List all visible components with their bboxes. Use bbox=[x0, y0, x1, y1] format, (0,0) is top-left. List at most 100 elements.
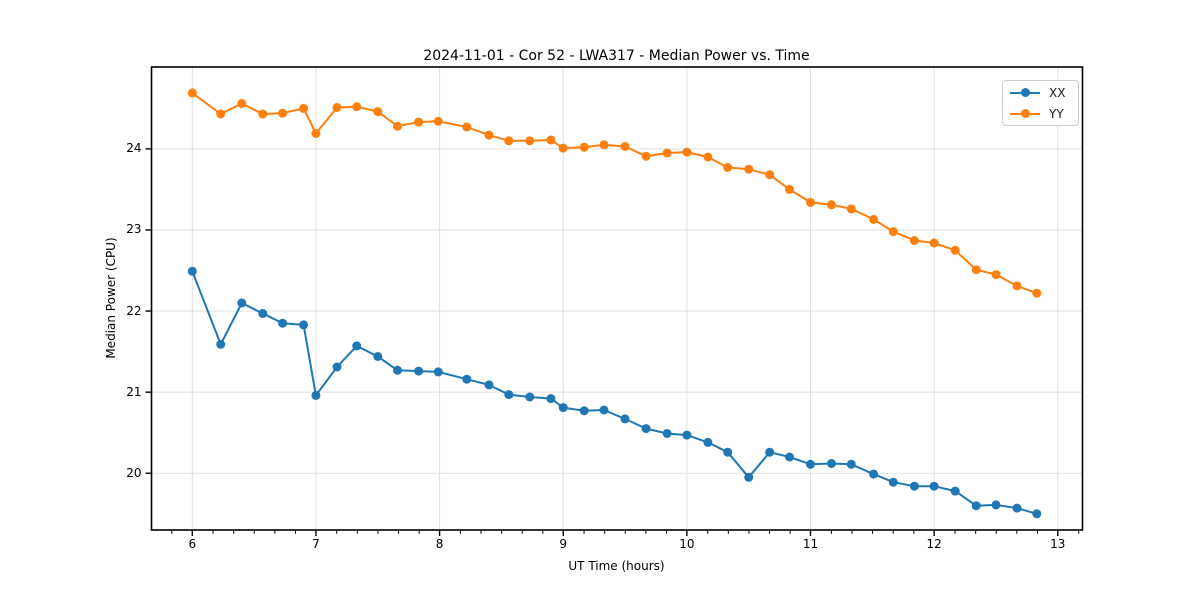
legend: XX YY bbox=[1002, 80, 1079, 126]
series-point-yy bbox=[311, 129, 321, 138]
series-point-yy bbox=[641, 151, 651, 161]
series-point-yy bbox=[462, 122, 472, 132]
y-tick-label: 22 bbox=[126, 303, 142, 318]
series-point-xx bbox=[599, 405, 609, 415]
series-point-yy bbox=[558, 143, 568, 153]
series-point-yy bbox=[827, 200, 836, 210]
series-point-yy bbox=[414, 117, 424, 127]
series-point-xx bbox=[258, 309, 268, 318]
series-point-xx bbox=[216, 339, 226, 349]
series-point-yy bbox=[703, 152, 713, 162]
series-point-xx bbox=[723, 447, 733, 457]
x-tick-label: 10 bbox=[679, 537, 695, 551]
series-point-xx bbox=[909, 481, 919, 491]
series-point-yy bbox=[1012, 281, 1022, 291]
legend-label-xx: XX bbox=[1049, 85, 1066, 100]
x-tick-label: 13 bbox=[1050, 537, 1066, 551]
x-tick-label: 7 bbox=[312, 537, 320, 551]
x-tick-label: 12 bbox=[926, 537, 942, 551]
x-tick-label: 6 bbox=[188, 537, 197, 551]
series-point-xx bbox=[352, 341, 362, 351]
series-point-xx bbox=[558, 403, 568, 413]
series-point-yy bbox=[216, 109, 226, 119]
series-point-yy bbox=[682, 147, 692, 157]
series-point-yy bbox=[332, 103, 342, 112]
series-point-yy bbox=[546, 135, 556, 145]
series-point-yy bbox=[929, 238, 939, 248]
axes-frame bbox=[150, 66, 1084, 531]
series-point-xx bbox=[373, 352, 383, 361]
series-point-yy bbox=[525, 136, 535, 146]
series-point-yy bbox=[846, 204, 856, 214]
x-tick-label: 11 bbox=[802, 537, 819, 551]
series-point-xx bbox=[187, 266, 197, 276]
series-point-xx bbox=[278, 318, 288, 328]
series-point-yy bbox=[991, 270, 1001, 280]
series-point-yy bbox=[806, 197, 815, 207]
series-point-yy bbox=[237, 99, 247, 108]
series-point-xx bbox=[703, 437, 713, 447]
series-line-yy bbox=[191, 91, 1038, 295]
series-point-xx bbox=[1032, 509, 1042, 519]
series-point-yy bbox=[393, 121, 402, 131]
series-point-yy bbox=[785, 184, 794, 194]
legend-item-xx: XX bbox=[1010, 85, 1072, 101]
series-point-yy bbox=[299, 103, 309, 113]
series-point-xx bbox=[504, 390, 514, 400]
series-point-yy bbox=[909, 236, 919, 245]
series-point-xx bbox=[484, 380, 494, 390]
series-point-yy bbox=[278, 108, 288, 118]
series-point-xx bbox=[546, 394, 556, 404]
series-point-yy bbox=[765, 170, 775, 180]
series-point-yy bbox=[484, 130, 494, 140]
series-point-xx bbox=[641, 424, 651, 434]
series-point-yy bbox=[662, 148, 672, 158]
series-point-xx bbox=[929, 481, 939, 491]
series-point-yy bbox=[869, 214, 879, 224]
y-tick-label: 21 bbox=[126, 384, 142, 399]
series-point-xx bbox=[950, 486, 960, 496]
series-point-xx bbox=[971, 501, 981, 511]
series-point-yy bbox=[373, 107, 383, 117]
series-point-yy bbox=[950, 245, 960, 255]
series-point-xx bbox=[414, 366, 424, 376]
series-point-xx bbox=[1012, 503, 1022, 513]
series-point-xx bbox=[846, 459, 856, 469]
series-point-xx bbox=[682, 430, 692, 440]
series-point-xx bbox=[662, 429, 672, 438]
series-point-xx bbox=[620, 414, 630, 424]
chart-title: 2024-11-01 - Cor 52 - LWA317 - Median Po… bbox=[423, 48, 810, 64]
series-point-yy bbox=[579, 142, 589, 152]
series-point-xx bbox=[888, 477, 898, 487]
series-point-xx bbox=[237, 298, 247, 308]
series-point-xx bbox=[462, 374, 472, 384]
series-point-xx bbox=[744, 472, 754, 482]
series-point-yy bbox=[744, 164, 754, 174]
series-point-yy bbox=[258, 109, 268, 119]
series-point-yy bbox=[352, 102, 362, 112]
series-point-xx bbox=[991, 500, 1001, 510]
series-point-yy bbox=[504, 136, 514, 146]
series-point-yy bbox=[187, 88, 197, 98]
series-point-xx bbox=[785, 452, 794, 462]
legend-label-yy: YY bbox=[1049, 106, 1064, 121]
legend-marker-xx-icon bbox=[1010, 85, 1040, 101]
series-point-xx bbox=[806, 459, 815, 469]
series-point-yy bbox=[888, 227, 898, 237]
series-point-xx bbox=[765, 447, 775, 457]
y-tick-label: 23 bbox=[126, 222, 142, 237]
series-point-yy bbox=[433, 116, 443, 126]
series-point-xx bbox=[869, 469, 879, 479]
series-point-xx bbox=[332, 362, 342, 372]
legend-item-yy: YY bbox=[1010, 106, 1072, 122]
series-point-xx bbox=[827, 459, 836, 468]
series-point-xx bbox=[433, 367, 443, 377]
series-point-xx bbox=[299, 320, 309, 330]
series-point-xx bbox=[525, 392, 535, 402]
legend-marker-yy-icon bbox=[1010, 106, 1040, 122]
series-point-xx bbox=[393, 365, 402, 375]
series-point-yy bbox=[1032, 288, 1042, 298]
series-point-yy bbox=[971, 265, 981, 275]
